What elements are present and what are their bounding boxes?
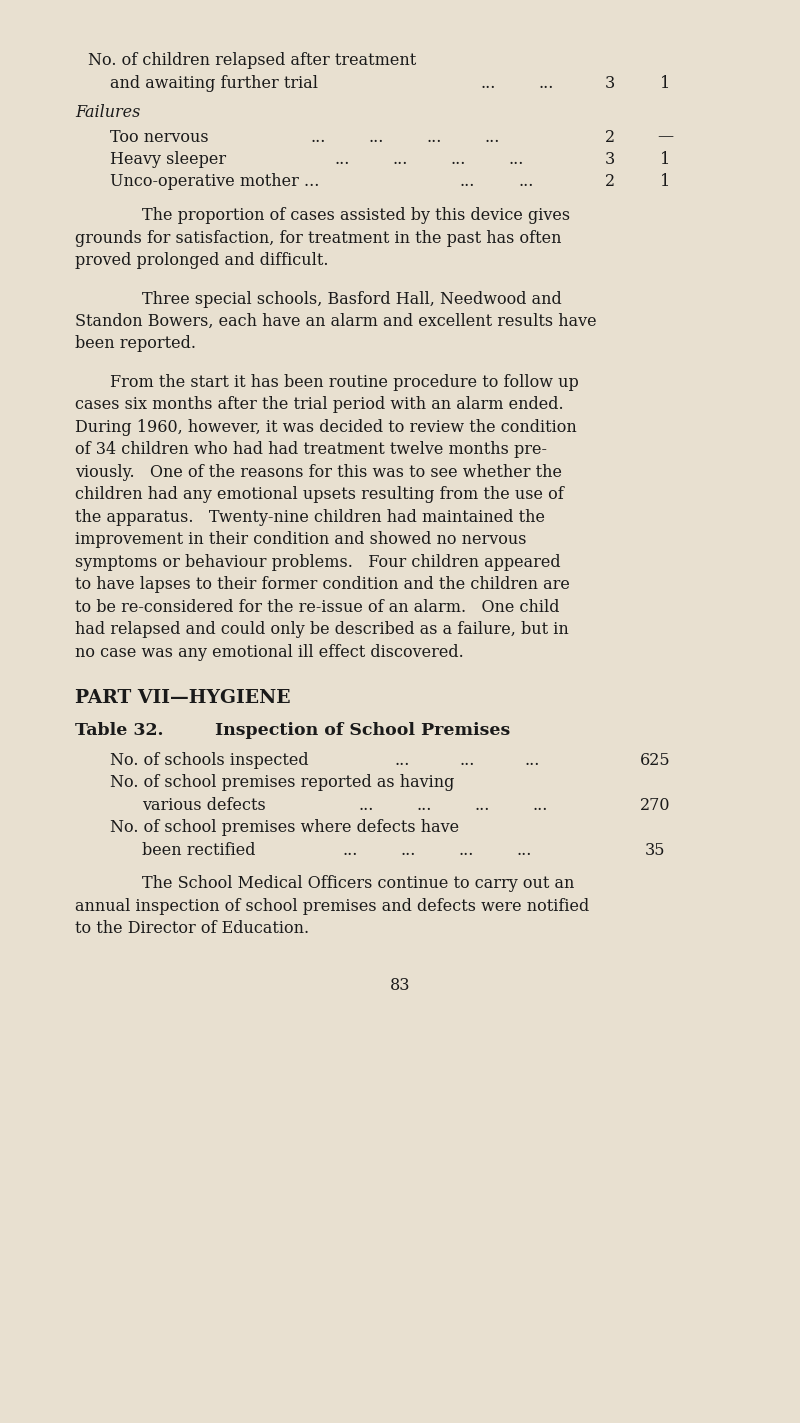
Text: proved prolonged and difficult.: proved prolonged and difficult.	[75, 252, 329, 269]
Text: various defects: various defects	[142, 797, 266, 814]
Text: PART VII—HYGIENE: PART VII—HYGIENE	[75, 689, 290, 707]
Text: and awaiting further trial: and awaiting further trial	[110, 74, 318, 91]
Text: 625: 625	[640, 751, 670, 768]
Text: ...: ...	[474, 797, 490, 814]
Text: 35: 35	[645, 842, 666, 858]
Text: The proportion of cases assisted by this device gives: The proportion of cases assisted by this…	[142, 208, 570, 225]
Text: grounds for satisfaction, for treatment in the past has often: grounds for satisfaction, for treatment …	[75, 229, 562, 246]
Text: children had any emotional upsets resulting from the use of: children had any emotional upsets result…	[75, 487, 564, 504]
Text: ...: ...	[343, 842, 358, 858]
Text: ...: ...	[538, 74, 554, 91]
Text: ...: ...	[393, 151, 408, 168]
Text: ...: ...	[416, 797, 431, 814]
Text: ...: ...	[480, 74, 495, 91]
Text: viously.   One of the reasons for this was to see whether the: viously. One of the reasons for this was…	[75, 464, 562, 481]
Text: ...: ...	[451, 151, 466, 168]
Text: Three special schools, Basford Hall, Needwood and: Three special schools, Basford Hall, Nee…	[142, 290, 562, 307]
Text: ...: ...	[525, 751, 540, 768]
Text: ...: ...	[509, 151, 524, 168]
Text: ...: ...	[368, 128, 383, 145]
Text: 1: 1	[660, 151, 670, 168]
Text: to have lapses to their former condition and the children are: to have lapses to their former condition…	[75, 576, 570, 593]
Text: symptoms or behaviour problems.   Four children appeared: symptoms or behaviour problems. Four chi…	[75, 554, 561, 571]
Text: Unco-operative mother ...: Unco-operative mother ...	[110, 174, 319, 191]
Text: —: —	[657, 128, 673, 145]
Text: 270: 270	[640, 797, 670, 814]
Text: 2: 2	[605, 128, 615, 145]
Text: 1: 1	[660, 74, 670, 91]
Text: Heavy sleeper: Heavy sleeper	[110, 151, 226, 168]
Text: ...: ...	[358, 797, 374, 814]
Text: ...: ...	[517, 842, 532, 858]
Text: No. of children relapsed after treatment: No. of children relapsed after treatment	[88, 53, 416, 68]
Text: ...: ...	[310, 128, 326, 145]
Text: annual inspection of school premises and defects were notified: annual inspection of school premises and…	[75, 898, 590, 915]
Text: ...: ...	[335, 151, 350, 168]
Text: been rectified: been rectified	[142, 842, 255, 858]
Text: ...: ...	[395, 751, 410, 768]
Text: During 1960, however, it was decided to review the condition: During 1960, however, it was decided to …	[75, 418, 577, 435]
Text: No. of schools inspected: No. of schools inspected	[110, 751, 309, 768]
Text: 1: 1	[660, 174, 670, 191]
Text: ...: ...	[459, 842, 474, 858]
Text: 2: 2	[605, 174, 615, 191]
Text: to be re-considered for the re-issue of an alarm.   One child: to be re-considered for the re-issue of …	[75, 599, 559, 616]
Text: No. of school premises reported as having: No. of school premises reported as havin…	[110, 774, 454, 791]
Text: been reported.: been reported.	[75, 336, 196, 353]
Text: ...: ...	[518, 174, 534, 191]
Text: ...: ...	[401, 842, 416, 858]
Text: ...: ...	[426, 128, 442, 145]
Text: Too nervous: Too nervous	[110, 128, 209, 145]
Text: to the Director of Education.: to the Director of Education.	[75, 921, 309, 938]
Text: ...: ...	[532, 797, 547, 814]
Text: ...: ...	[460, 174, 475, 191]
Text: of 34 children who had had treatment twelve months pre­: of 34 children who had had treatment twe…	[75, 441, 547, 458]
Text: From the start it has been routine procedure to follow up: From the start it has been routine proce…	[110, 374, 578, 391]
Text: 83: 83	[390, 976, 410, 993]
Text: The School Medical Officers continue to carry out an: The School Medical Officers continue to …	[142, 875, 574, 892]
Text: Failures: Failures	[75, 104, 140, 121]
Text: Inspection of School Premises: Inspection of School Premises	[215, 723, 510, 740]
Text: 3: 3	[605, 74, 615, 91]
Text: improvement in their condition and showed no nervous: improvement in their condition and showe…	[75, 531, 526, 548]
Text: ...: ...	[484, 128, 499, 145]
Text: No. of school premises where defects have: No. of school premises where defects hav…	[110, 820, 459, 837]
Text: Standon Bowers, each have an alarm and excellent results have: Standon Bowers, each have an alarm and e…	[75, 313, 597, 330]
Text: no case was any emotional ill effect discovered.: no case was any emotional ill effect dis…	[75, 643, 464, 660]
Text: cases six months after the trial period with an alarm ended.: cases six months after the trial period …	[75, 396, 564, 413]
Text: had relapsed and could only be described as a failure, but in: had relapsed and could only be described…	[75, 622, 569, 639]
Text: 3: 3	[605, 151, 615, 168]
Text: Table 32.: Table 32.	[75, 723, 163, 740]
Text: the apparatus.   Twenty-nine children had maintained the: the apparatus. Twenty-nine children had …	[75, 509, 545, 525]
Text: ...: ...	[460, 751, 475, 768]
